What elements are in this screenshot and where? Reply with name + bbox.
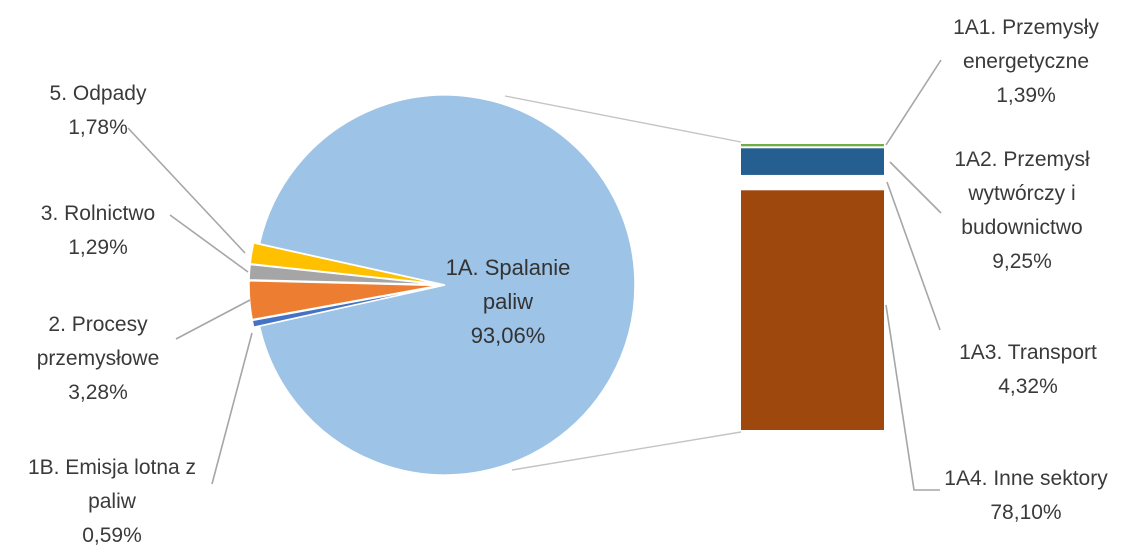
data-label-1A3-line: 1A3. Transport — [959, 341, 1097, 364]
bar-segment-1A1 — [741, 144, 884, 147]
data-label-3-line: 1,29% — [68, 236, 128, 259]
data-label-1A-line: paliw — [483, 289, 533, 314]
data-label-1B-line: 0,59% — [82, 524, 142, 547]
data-label-5: 5. Odpady 1,78% — [50, 82, 147, 139]
pie-slice-5 — [249, 242, 440, 285]
leader-line-1A4 — [885, 304, 940, 491]
connector-line-top — [504, 95, 742, 143]
data-label-1A2-line: budownictwo — [961, 216, 1082, 239]
data-label-1A2-line: wytwórczy i — [967, 182, 1075, 205]
data-label-3-line: 3. Rolnictwo — [41, 202, 155, 225]
data-label-1A4-line: 78,10% — [990, 501, 1061, 524]
data-label-1B: 1B. Emisja lotna z paliw 0,59% — [28, 456, 196, 547]
pie-slice-1A — [258, 94, 636, 476]
data-label-1A3: 1A3. Transport 4,32% — [959, 341, 1097, 398]
data-label-1A2: 1A2. Przemysł wytwórczy i budownictwo 9,25% — [954, 148, 1090, 273]
data-label-5-line: 5. Odpady — [50, 82, 147, 105]
data-label-1B-line: 1B. Emisja lotna z — [28, 456, 196, 479]
data-label-1A4-line: 1A4. Inne sektory — [944, 467, 1108, 490]
data-label-1A2-line: 1A2. Przemysł — [954, 148, 1090, 171]
data-label-1A2-line: 9,25% — [992, 250, 1052, 273]
data-label-1A1-line: energetyczne — [963, 50, 1089, 73]
data-label-1A-line: 1A. Spalanie — [446, 255, 571, 280]
connector-line-bottom — [511, 431, 742, 471]
leader-line-5 — [127, 127, 246, 254]
data-label-2-line: 2. Procesy — [48, 313, 148, 336]
data-label-2-line: 3,28% — [68, 381, 128, 404]
bar-segment-1A2 — [741, 148, 884, 175]
data-label-3: 3. Rolnictwo 1,29% — [41, 202, 155, 259]
data-label-1A1-line: 1,39% — [996, 84, 1056, 107]
data-label-1A1-line: 1A1. Przemysły — [953, 16, 1099, 39]
data-label-2: 2. Procesy przemysłowe 3,28% — [37, 313, 160, 404]
data-label-1A1: 1A1. Przemysły energetyczne 1,39% — [953, 16, 1099, 107]
data-label-1A: 1A. Spalanie paliw 93,06% — [446, 255, 571, 348]
data-label-1A-line: 93,06% — [471, 323, 546, 348]
leader-line-1A2 — [889, 161, 942, 214]
leader-line-1A3 — [886, 181, 941, 331]
leader-line-3 — [169, 214, 249, 273]
leader-line-1A1 — [885, 59, 942, 146]
leader-line-2 — [175, 299, 251, 340]
leader-line-1B — [211, 332, 253, 485]
data-label-2-line: przemysłowe — [37, 347, 160, 370]
data-label-5-line: 1,78% — [68, 116, 128, 139]
data-label-1A4: 1A4. Inne sektory 78,10% — [944, 467, 1108, 524]
bar-segment-1A3 — [741, 176, 884, 189]
bar-segment-1A4 — [741, 190, 884, 430]
data-label-1B-line: paliw — [88, 490, 137, 513]
data-label-1A3-line: 4,32% — [998, 375, 1058, 398]
